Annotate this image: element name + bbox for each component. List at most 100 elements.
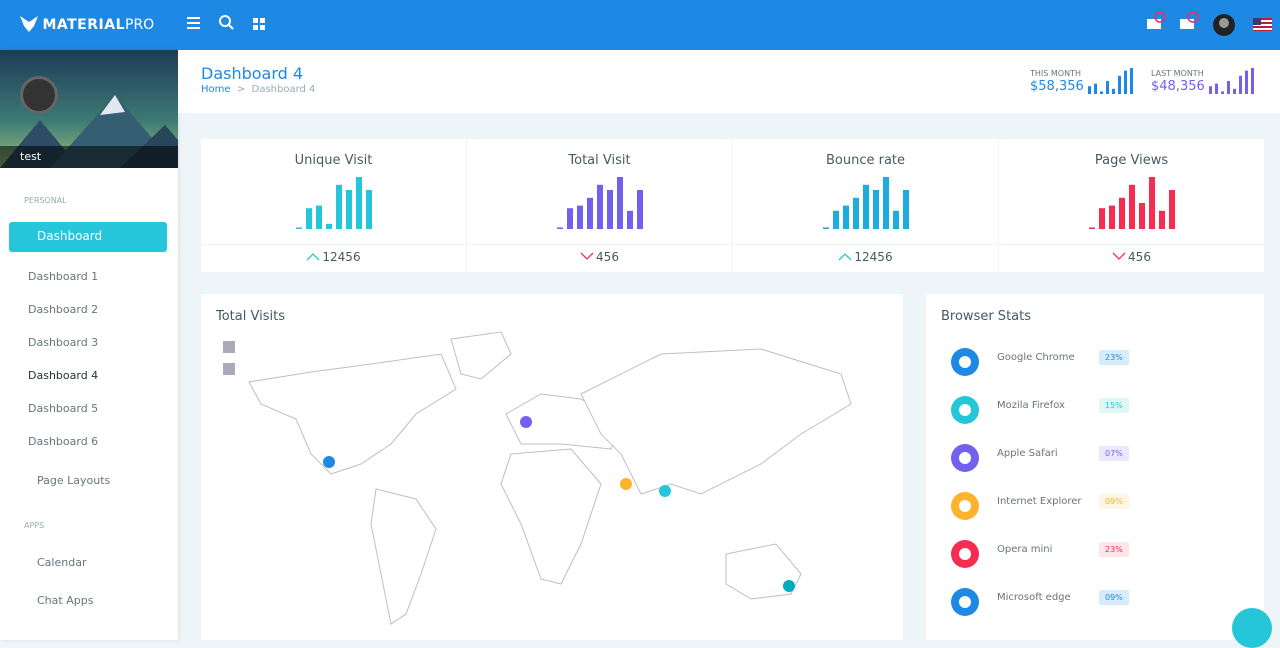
stat-cell: Unique Visit 12456: [201, 139, 467, 272]
browser-share: 23%: [1099, 350, 1129, 365]
browser-row: Opera mini 23%: [926, 538, 1264, 578]
browser-icon: [951, 492, 979, 520]
bar: [893, 210, 899, 229]
bar: [833, 210, 839, 229]
toolbar-icons[interactable]: [186, 14, 276, 34]
breadcrumb: Home > Dashboard 4: [201, 84, 316, 95]
trend-arrow: [306, 253, 320, 261]
bar: [1251, 68, 1254, 94]
browser-share: 07%: [1099, 446, 1129, 461]
bar: [1129, 184, 1135, 229]
submenu-item[interactable]: Dashboard 1: [28, 270, 99, 283]
summary-value: $48,356: [1151, 79, 1205, 94]
bar: [356, 177, 362, 229]
map-marker[interactable]: [323, 456, 335, 468]
section-label: PERSONAL: [24, 196, 67, 205]
stat-number: 456: [596, 250, 619, 264]
bar: [883, 177, 889, 229]
divider: [999, 244, 1264, 245]
bar: [1109, 205, 1115, 229]
bar: [1088, 86, 1091, 94]
submenu-item[interactable]: Dashboard 3: [28, 336, 99, 349]
topbar: MATERIALPRO: [0, 0, 1280, 50]
browser-row: Google Chrome 23%: [926, 346, 1264, 386]
bar: [577, 205, 583, 229]
stat-title: Unique Visit: [294, 153, 373, 168]
bar: [1169, 190, 1175, 229]
bar: [607, 190, 613, 229]
logo[interactable]: MATERIALPRO: [20, 16, 154, 33]
bar: [597, 184, 603, 229]
submenu-item[interactable]: Dashboard 6: [28, 435, 99, 448]
browser-icon: [951, 540, 979, 568]
mini-bar-chart: [557, 177, 643, 229]
mini-bar-chart: [1089, 177, 1175, 229]
submenu-item[interactable]: Dashboard 4: [28, 369, 99, 382]
trend-arrow: [838, 253, 852, 261]
browser-name: Microsoft edge: [997, 592, 1071, 603]
stat-title: Page Views: [1094, 153, 1169, 168]
bar: [1089, 227, 1095, 229]
bar: [567, 208, 573, 229]
menu-item[interactable]: Chat Apps: [37, 594, 94, 607]
summary-label: THIS MONTH: [1030, 69, 1081, 78]
bar: [627, 210, 633, 229]
bar: [637, 190, 643, 229]
bar: [316, 205, 322, 229]
zoom-in[interactable]: [223, 341, 235, 353]
browser-name: Google Chrome: [997, 352, 1075, 363]
submenu-item[interactable]: Dashboard 2: [28, 303, 99, 316]
crumb-current: Dashboard 4: [251, 84, 316, 95]
header-actions[interactable]: [1145, 10, 1275, 40]
arrow-line: [306, 253, 320, 261]
bar: [1118, 75, 1121, 94]
stat-value: 456: [999, 250, 1264, 264]
stat-value: 456: [467, 250, 732, 264]
browser-share: 23%: [1099, 542, 1129, 557]
crumb-link[interactable]: Home: [201, 84, 231, 95]
bar: [1245, 70, 1248, 94]
mini-bar-chart: [1209, 68, 1254, 94]
browser-share: 15%: [1099, 398, 1129, 413]
bar: [1227, 81, 1230, 94]
browser-row: Microsoft edge 09%: [926, 586, 1264, 626]
bar: [1112, 88, 1115, 94]
bar: [326, 223, 332, 229]
submenu-item[interactable]: Dashboard 5: [28, 402, 99, 415]
arrow-line: [838, 253, 852, 261]
zoom-out[interactable]: [223, 363, 235, 375]
summary-value: $58,356: [1030, 79, 1084, 94]
dashboard-menu[interactable]: Dashboard: [9, 222, 167, 252]
map-marker[interactable]: [783, 580, 795, 592]
bar: [306, 208, 312, 229]
user-name[interactable]: test: [0, 146, 178, 168]
profile: test: [0, 50, 178, 168]
mini-bar-chart: [296, 177, 372, 229]
stat-cell: Page Views 456: [999, 139, 1265, 272]
card-title: Total Visits: [216, 309, 285, 324]
menu-item[interactable]: Calendar: [37, 556, 87, 569]
divider: [733, 244, 998, 245]
sidebar: test PERSONAL Dashboard Page Layouts APP…: [0, 50, 178, 640]
bar: [617, 177, 623, 229]
map-marker[interactable]: [659, 485, 671, 497]
mini-bar-chart: [1088, 68, 1133, 94]
icon-core: [959, 452, 971, 464]
bar: [1119, 197, 1125, 229]
trend-arrow: [580, 252, 594, 260]
mini-bar-chart: [823, 177, 909, 229]
browser-icon: [951, 444, 979, 472]
stat-number: 456: [1128, 250, 1151, 264]
menu-item[interactable]: Page Layouts: [37, 474, 111, 487]
bar: [843, 205, 849, 229]
bar: [1209, 86, 1212, 94]
bar: [1100, 91, 1103, 94]
bar: [1159, 210, 1165, 229]
bar: [1221, 91, 1224, 94]
map-marker[interactable]: [620, 478, 632, 490]
map-marker[interactable]: [520, 416, 532, 428]
browser-row: Apple Safari 07%: [926, 442, 1264, 482]
logo-light: PRO: [125, 17, 155, 33]
settings-button[interactable]: [1232, 608, 1272, 648]
